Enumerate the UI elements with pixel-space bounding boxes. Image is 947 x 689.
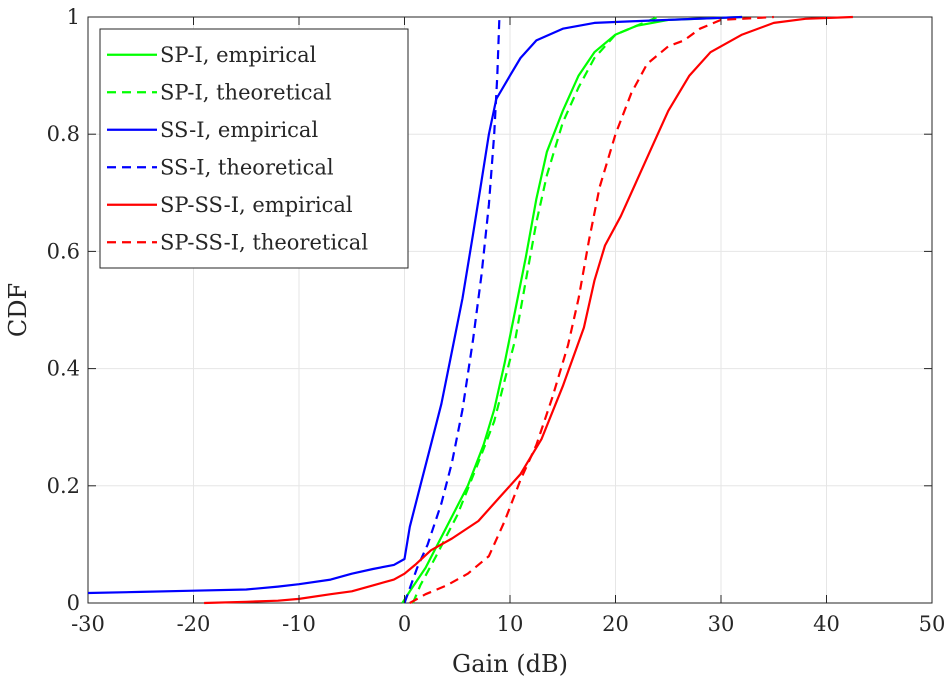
- series-line-3: [87, 15, 743, 595]
- y-tick-label: 0.4: [47, 357, 80, 381]
- x-tick-label: -30: [71, 612, 105, 636]
- y-tick-label: 1: [67, 5, 80, 29]
- legend-label: SP-SS-I, theoretical: [160, 230, 368, 254]
- legend-label: SP-I, empirical: [160, 43, 317, 67]
- y-tick-label: 0.6: [47, 239, 80, 263]
- legend-label: SP-SS-I, empirical: [160, 193, 353, 217]
- x-tick-label: -10: [282, 612, 316, 636]
- series-layer: [87, 15, 853, 605]
- series-line-1: [401, 15, 743, 604]
- x-tick-label: 40: [813, 612, 840, 636]
- series-line-6: [409, 15, 774, 604]
- y-axis-label: CDF: [4, 283, 32, 337]
- x-tick-label: 10: [497, 612, 524, 636]
- x-tick-label: -20: [177, 612, 211, 636]
- legend-box: [99, 28, 409, 269]
- x-tick-label: 30: [708, 612, 735, 636]
- x-tick-label: 0: [398, 612, 411, 636]
- x-axis-label: Gain (dB): [452, 650, 568, 678]
- x-tick-label: 20: [602, 612, 629, 636]
- legend-label: SS-I, empirical: [160, 118, 318, 142]
- x-tick-label: 50: [919, 612, 946, 636]
- axis-ticks: -30 -20 -10 0 10 20 30 40 50 0 0.2 0.4 0.6 0.8 1: [47, 5, 946, 636]
- y-tick-label: 0: [67, 591, 80, 615]
- y-tick-label: 0.2: [47, 474, 80, 498]
- y-tick-label: 0.8: [47, 122, 80, 146]
- legend-label: SP-I, theoretical: [160, 80, 332, 104]
- legend: SP-I, empirical SP-I, theoretical SS-I, em…: [99, 28, 409, 269]
- legend-label: SS-I, theoretical: [160, 155, 334, 179]
- series-line-2: [411, 15, 659, 604]
- grid: [87, 16, 933, 604]
